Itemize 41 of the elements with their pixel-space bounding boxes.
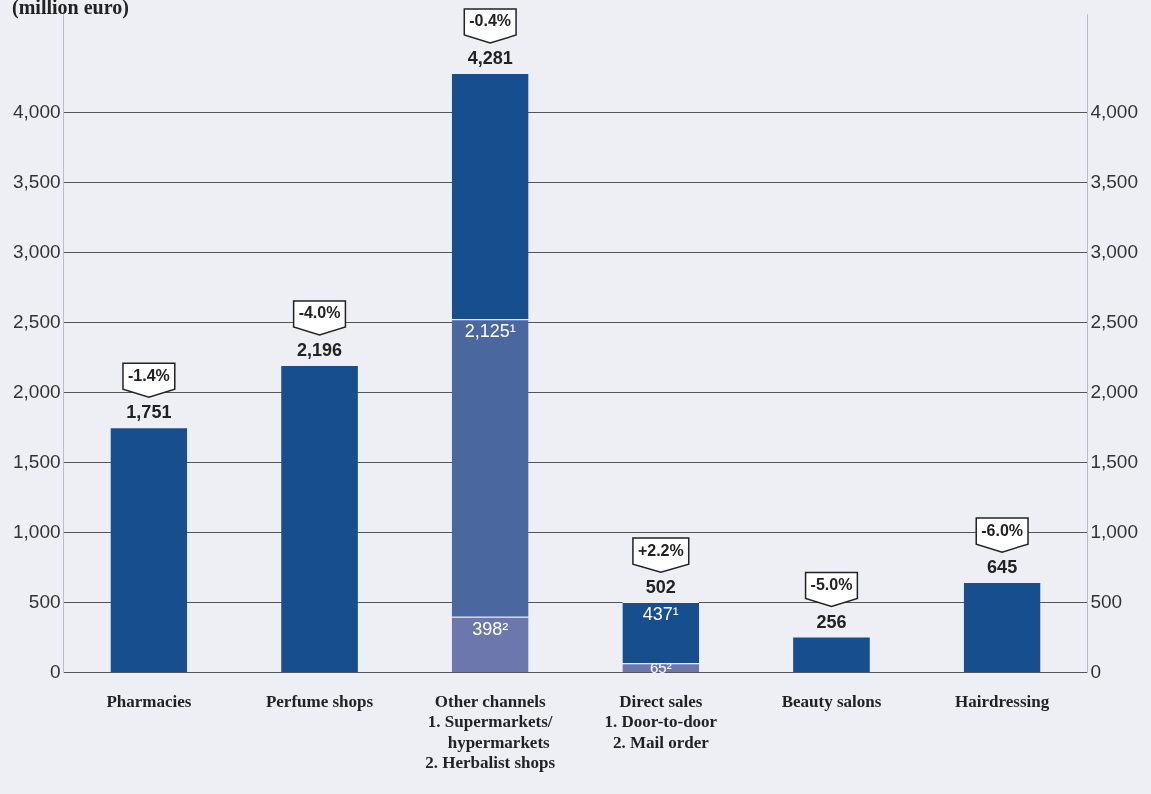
data-label: 398² [472,618,509,639]
y2-tick-label: 0 [1090,660,1102,682]
chart-title: (million euro) [12,0,129,19]
y-tick-label: 3,500 [13,170,61,192]
y2-tick-label: 500 [1090,590,1123,612]
y2-tick-label: 4,000 [1090,100,1138,122]
total-label: 502 [645,577,676,598]
x-tick-label: Direct sales 1. Door-to-door 2. Mail order [604,691,718,752]
annotation: -6.0% [981,521,1024,539]
y-tick-label: 1,500 [13,450,61,472]
y-tick-label: 500 [28,590,61,612]
y-tick-label: 1,000 [13,520,61,542]
y2-tick-label: 2,500 [1090,310,1138,332]
y2-tick-label: 3,500 [1090,170,1138,192]
y2-tick-label: 2,000 [1090,380,1138,402]
annotation: -1.4% [127,366,170,384]
total-label: 256 [816,611,847,632]
y2-tick-label: 3,000 [1090,240,1138,262]
total-label: 1,751 [126,402,172,423]
x-tick-label: Hairdressing [955,691,1050,711]
x-tick-label: Perfume shops [265,691,374,711]
y-tick-label: 4,000 [13,100,61,122]
total-label: 2,196 [297,339,343,360]
x-tick-label: Pharmacies [106,691,192,711]
y2-tick-label: 1,500 [1090,450,1138,472]
data-label: 2,125¹ [464,321,516,342]
annotation: -0.4% [469,12,512,30]
total-label: 645 [987,557,1018,578]
y-tick-label: 2,000 [13,380,61,402]
x-tick-label: Other channels 1. Supermarkets/ hypermarkets 2. Herbalist shops [425,691,556,773]
y-tick-label: 2,500 [13,310,61,332]
total-label: 4,281 [467,48,513,69]
data-label: 65² [649,658,672,676]
y2-tick-label: 1,000 [1090,520,1138,542]
annotation: +2.2% [637,541,684,559]
annotation: -5.0% [810,575,853,593]
y-tick-label: 0 [49,660,61,682]
annotation: -4.0% [298,304,341,322]
y-tick-label: 3,000 [13,240,61,262]
data-label: 437¹ [642,604,679,625]
x-tick-label: Beauty salons [781,691,882,711]
